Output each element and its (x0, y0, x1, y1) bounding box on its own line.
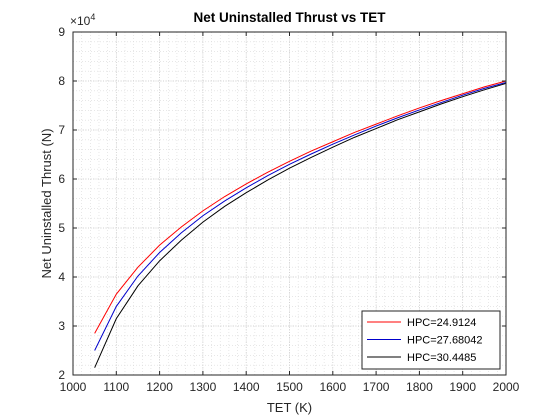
x-tick-label: 2000 (493, 380, 520, 394)
x-tick-label: 1000 (60, 380, 87, 394)
series-layer (94, 80, 507, 368)
x-tick-label: 1900 (449, 380, 476, 394)
x-tick-label: 1300 (190, 380, 217, 394)
series-line-3 (94, 82, 507, 368)
y-exponent-label: ×104 (70, 12, 95, 28)
y-tick-label: 9 (58, 25, 65, 39)
chart-title: Net Uninstalled Thrust vs TET (193, 10, 386, 25)
y-tick-label: 8 (58, 74, 65, 88)
x-axis-label: TET (K) (267, 400, 312, 415)
x-tick-label: 1700 (363, 380, 390, 394)
series-line-2 (94, 81, 507, 351)
x-tick-labels: 1000 1100 1200 1300 1400 1500 1600 1700 1800 1900… (60, 380, 520, 394)
y-tick-label: 7 (58, 123, 65, 137)
y-tick-label: 3 (58, 319, 65, 333)
x-tick-label: 1200 (146, 380, 173, 394)
x-tick-label: 1400 (233, 380, 260, 394)
x-tick-label: 1800 (406, 380, 433, 394)
x-tick-label: 1500 (276, 380, 303, 394)
series-line-1 (94, 80, 507, 334)
y-tick-label: 6 (58, 172, 65, 186)
legend-label-2: HPC=27.68042 (407, 335, 483, 347)
y-axis-label: Net Uninstalled Thrust (N) (39, 128, 54, 278)
y-tick-label: 5 (58, 221, 65, 235)
y-tick-labels: 2 3 4 5 6 7 8 9 (58, 25, 65, 382)
y-tick-label: 4 (58, 270, 65, 284)
legend: HPC=24.9124 HPC=27.68042 HPC=30.4485 (361, 310, 501, 370)
legend-label-1: HPC=24.9124 (407, 317, 476, 329)
legend-label-3: HPC=30.4485 (407, 352, 476, 364)
x-tick-label: 1100 (103, 380, 129, 394)
tick-marks (72, 31, 507, 376)
y-tick-label: 2 (58, 368, 65, 382)
x-tick-label: 1600 (319, 380, 346, 394)
